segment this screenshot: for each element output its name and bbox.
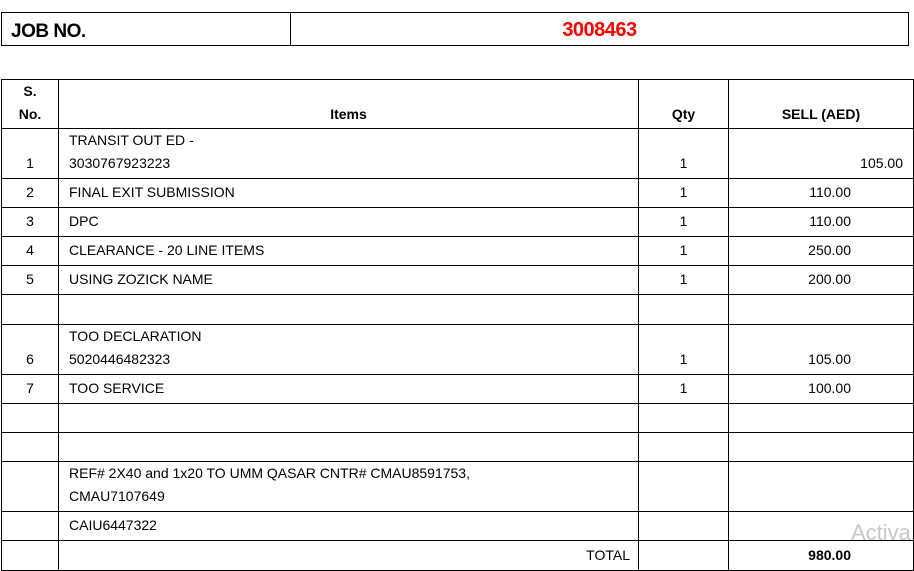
row-item: TOO DECLARATION 5020446482323 — [58, 324, 639, 375]
row-sno: 2 — [1, 178, 59, 208]
header-items: Items — [58, 79, 639, 129]
table-row: 2 FINAL EXIT SUBMISSION 1 110.00 — [1, 178, 914, 208]
row-sell: 100.00 — [728, 374, 914, 404]
row-item: TOO SERVICE — [58, 374, 639, 404]
container-note: CAIU6447322 — [58, 511, 639, 541]
ref-note-line2: CMAU7107649 — [69, 488, 165, 504]
empty-row — [1, 432, 914, 462]
row-qty: 1 — [638, 236, 729, 266]
ref-note: REF# 2X40 and 1x20 TO UMM QASAR CNTR# CM… — [58, 461, 639, 512]
row-sno: 6 — [1, 324, 59, 375]
table-row: 5 USING ZOZICK NAME 1 200.00 — [1, 265, 914, 295]
row-qty: 1 — [638, 207, 729, 237]
row-sno: 5 — [1, 265, 59, 295]
row-item: TRANSIT OUT ED - 3030767923223 — [58, 128, 639, 179]
row-sno: 4 — [1, 236, 59, 266]
notes-row: CAIU6447322 — [1, 511, 914, 541]
row-qty: 1 — [638, 324, 729, 375]
row-sell: 105.00 — [728, 324, 914, 375]
job-number-value: 3008463 — [562, 19, 637, 41]
row-item: USING ZOZICK NAME — [58, 265, 639, 295]
row-item-line2: 5020446482323 — [69, 351, 171, 367]
ref-note-line1: REF# 2X40 and 1x20 TO UMM QASAR CNTR# CM… — [69, 465, 470, 481]
header-sno-line1: S. — [23, 83, 37, 99]
table-row: 3 DPC 1 110.00 — [1, 207, 914, 237]
row-item-line1: TOO DECLARATION — [69, 328, 202, 344]
table-row: 7 TOO SERVICE 1 100.00 — [1, 374, 914, 404]
job-number-label: JOB NO. — [2, 13, 291, 45]
row-sell: 110.00 — [728, 178, 914, 208]
row-item: DPC — [58, 207, 639, 237]
header-qty: Qty — [638, 79, 729, 129]
row-sell: 110.00 — [728, 207, 914, 237]
empty-row — [1, 403, 914, 433]
header-sno: S. No. — [1, 79, 59, 129]
total-label: TOTAL — [58, 540, 639, 571]
row-sno: 7 — [1, 374, 59, 404]
row-sell: 105.00 — [728, 128, 914, 179]
table-row: 6 TOO DECLARATION 5020446482323 1 105.00 — [1, 324, 914, 375]
header-sno-line2: No. — [18, 106, 42, 122]
activation-watermark: Activa — [851, 520, 911, 545]
row-sno: 3 — [1, 207, 59, 237]
header-row: S. No. Items Qty SELL (AED) — [1, 79, 914, 129]
empty-row — [1, 294, 914, 325]
row-qty: 1 — [638, 374, 729, 404]
row-qty: 1 — [638, 178, 729, 208]
row-sell: 250.00 — [728, 236, 914, 266]
notes-row: REF# 2X40 and 1x20 TO UMM QASAR CNTR# CM… — [1, 461, 914, 512]
row-item: CLEARANCE - 20 LINE ITEMS — [58, 236, 639, 266]
job-number-box: JOB NO. 3008463 — [1, 12, 909, 46]
row-qty: 1 — [638, 265, 729, 295]
row-item-line2: 3030767923223 — [69, 155, 171, 171]
row-item-line1: TRANSIT OUT ED - — [69, 132, 194, 148]
row-qty: 1 — [638, 128, 729, 179]
table-row: 1 TRANSIT OUT ED - 3030767923223 1 105.00 — [1, 128, 914, 179]
row-item: FINAL EXIT SUBMISSION — [58, 178, 639, 208]
total-row: TOTAL 980.00 — [1, 540, 914, 571]
table-row: 4 CLEARANCE - 20 LINE ITEMS 1 250.00 — [1, 236, 914, 266]
items-table: S. No. Items Qty SELL (AED) 1 TRANSIT OUT… — [1, 79, 914, 571]
row-sno: 1 — [1, 128, 59, 179]
row-sell: 200.00 — [728, 265, 914, 295]
header-sell: SELL (AED) — [728, 79, 914, 129]
